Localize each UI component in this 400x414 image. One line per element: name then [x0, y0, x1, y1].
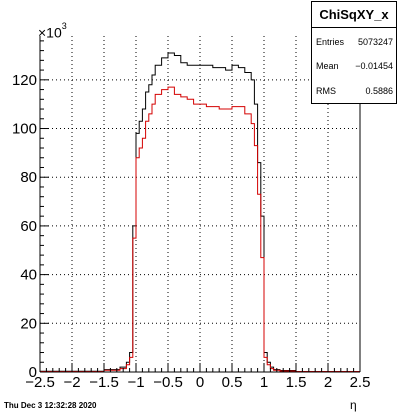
- y-tick-label: 120: [12, 72, 37, 89]
- histogram-series: [39, 52, 361, 373]
- stats-mean-value: −0.01454: [355, 61, 393, 71]
- histogram-series-2: [39, 86, 361, 373]
- x-tick-label: 2.5: [350, 374, 371, 391]
- tick-labels: −2.5 −2 −1.5 −1 −0.5 0 0.5 1 1.5 2 2.5 0 20 40 60 80 100…: [12, 72, 370, 391]
- y-exponent-power: 3: [61, 21, 67, 31]
- stats-rms-label: RMS: [316, 86, 336, 96]
- stats-title: ChiSqXY_x: [312, 2, 396, 28]
- x-tick-label: −1: [127, 374, 144, 391]
- stats-entries-value: 5073247: [357, 37, 393, 47]
- y-tick-label: 60: [20, 218, 37, 235]
- x-tick-label: 0.5: [222, 374, 243, 391]
- y-tick-label: 100: [12, 121, 37, 138]
- y-exponent-base: ×10: [38, 24, 62, 41]
- x-tick-label: 0: [196, 374, 204, 391]
- y-exponent-label: ×103: [38, 21, 67, 41]
- histogram-series-1: [39, 52, 361, 373]
- y-tick-label: 40: [20, 267, 37, 284]
- stats-box: ChiSqXY_x Entries 5073247 Mean −0.01454 …: [311, 1, 397, 104]
- y-tick-label: 0: [29, 364, 37, 381]
- stats-rms-value: 0.5886: [365, 86, 393, 96]
- timestamp-footer: Thu Dec 3 12:32:28 2020: [4, 401, 97, 410]
- stats-entries-label: Entries: [316, 37, 345, 47]
- y-tick-label: 80: [20, 169, 37, 186]
- x-tick-label: −2.5: [25, 374, 55, 391]
- x-axis-title: η: [350, 398, 357, 412]
- x-tick-label: −2: [63, 374, 80, 391]
- x-tick-label: −1.5: [89, 374, 119, 391]
- x-tick-label: 1: [260, 374, 268, 391]
- x-tick-label: 1.5: [286, 374, 307, 391]
- grid-lines: [40, 36, 360, 372]
- stats-mean-label: Mean: [316, 61, 339, 71]
- x-tick-label: −0.5: [153, 374, 183, 391]
- axes: [39, 36, 361, 373]
- y-tick-label: 20: [20, 315, 37, 332]
- x-tick-label: 2: [324, 374, 332, 391]
